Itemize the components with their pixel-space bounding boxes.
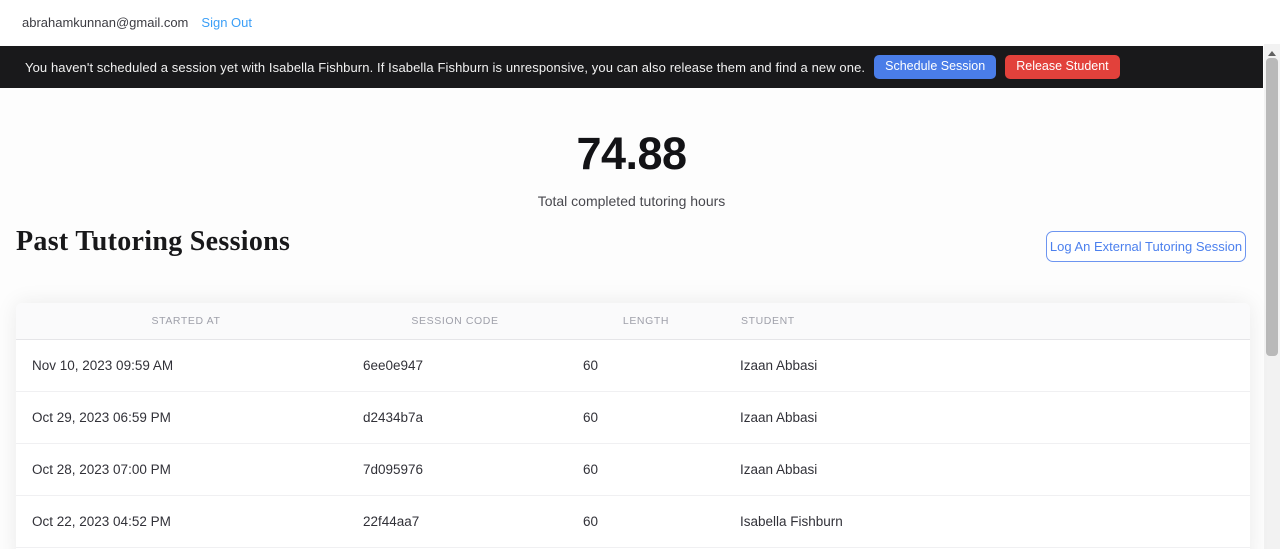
table-row[interactable]: Oct 29, 2023 06:59 PM d2434b7a 60 Izaan … <box>16 392 1250 444</box>
cell-started-at: Oct 29, 2023 06:59 PM <box>32 410 171 425</box>
column-header-started-at: STARTED AT <box>151 315 221 327</box>
account-bar: abrahamkunnan@gmail.com Sign Out <box>0 0 1280 45</box>
release-student-button[interactable]: Release Student <box>1005 55 1120 79</box>
table-header-row: STARTED AT SESSION CODE LENGTH STUDENT <box>16 303 1250 340</box>
cell-session-code: d2434b7a <box>363 410 424 425</box>
cell-started-at: Oct 28, 2023 07:00 PM <box>32 462 171 477</box>
cell-length: 60 <box>583 410 599 425</box>
log-external-session-button[interactable]: Log An External Tutoring Session <box>1046 231 1246 262</box>
total-hours-value: 74.88 <box>576 128 687 179</box>
cell-started-at: Oct 22, 2023 04:52 PM <box>32 514 171 529</box>
cell-length: 60 <box>583 514 599 529</box>
schedule-session-button[interactable]: Schedule Session <box>874 55 997 79</box>
cell-length: 60 <box>583 462 599 477</box>
column-header-length: LENGTH <box>622 315 670 327</box>
cell-session-code: 7d095976 <box>363 462 424 477</box>
table-row[interactable]: Oct 22, 2023 04:52 PM 22f44aa7 60 Isabel… <box>16 496 1250 548</box>
page-title: Past Tutoring Sessions <box>16 226 291 257</box>
schedule-notice-banner: You haven't scheduled a session yet with… <box>0 46 1263 88</box>
vertical-scrollbar[interactable] <box>1264 44 1280 549</box>
scrollbar-thumb[interactable] <box>1266 58 1278 356</box>
user-email: abrahamkunnan@gmail.com <box>22 15 189 30</box>
column-header-session-code: SESSION CODE <box>411 315 499 327</box>
sign-out-link[interactable]: Sign Out <box>201 15 252 30</box>
total-hours-label: Total completed tutoring hours <box>537 193 726 209</box>
banner-message: You haven't scheduled a session yet with… <box>25 59 866 75</box>
sessions-table: STARTED AT SESSION CODE LENGTH STUDENT N… <box>16 303 1250 549</box>
cell-student: Izaan Abbasi <box>740 358 818 373</box>
cell-student: Isabella Fishburn <box>740 514 843 529</box>
cell-student: Izaan Abbasi <box>740 410 818 425</box>
cell-session-code: 22f44aa7 <box>363 514 420 529</box>
scroll-up-icon[interactable] <box>1264 48 1280 58</box>
cell-started-at: Nov 10, 2023 09:59 AM <box>32 358 174 373</box>
cell-length: 60 <box>583 358 599 373</box>
hours-summary: 74.88 Total completed tutoring hours <box>0 128 1263 209</box>
table-row[interactable]: Nov 10, 2023 09:59 AM 6ee0e947 60 Izaan … <box>16 340 1250 392</box>
table-row[interactable]: Oct 28, 2023 07:00 PM 7d095976 60 Izaan … <box>16 444 1250 496</box>
column-header-student: STUDENT <box>741 315 795 327</box>
cell-student: Izaan Abbasi <box>740 462 818 477</box>
cell-session-code: 6ee0e947 <box>363 358 424 373</box>
